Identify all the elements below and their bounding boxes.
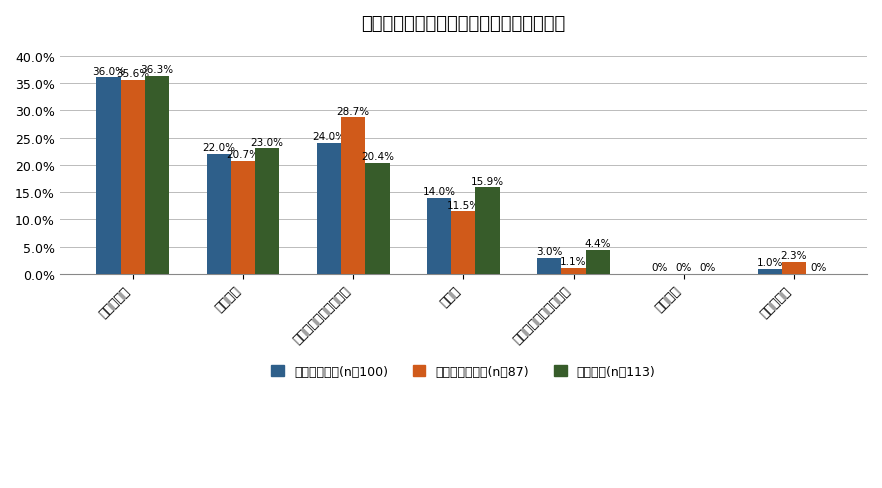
Bar (317, 143, 341, 275)
Bar (475, 188, 500, 275)
Text: 36.0%: 36.0% (92, 67, 125, 77)
Bar (781, 262, 806, 275)
Text: 20.7%: 20.7% (227, 150, 259, 160)
Text: 0%: 0% (676, 263, 692, 273)
Bar (758, 269, 781, 275)
Legend: 持ち家戸建て(n＝100), 持ち家集合住宅(n＝87), 賃貸住宅(n＝113): 持ち家戸建て(n＝100), 持ち家集合住宅(n＝87), 賃貸住宅(n＝113… (272, 365, 655, 378)
Bar (145, 77, 169, 275)
Text: 4.4%: 4.4% (585, 239, 611, 249)
Text: 35.6%: 35.6% (116, 69, 149, 79)
Bar (427, 198, 452, 275)
Bar (586, 250, 610, 275)
Text: 1.1%: 1.1% (560, 257, 587, 267)
Text: 23.0%: 23.0% (250, 138, 284, 147)
Bar (365, 163, 390, 275)
Title: 現在の電気料金についてどう思いますか？: 現在の電気料金についてどう思いますか？ (362, 15, 565, 33)
Bar (452, 212, 475, 275)
Text: 3.0%: 3.0% (536, 246, 563, 257)
Bar (341, 118, 365, 275)
Text: 14.0%: 14.0% (422, 186, 456, 197)
Bar (231, 162, 255, 275)
Text: 20.4%: 20.4% (361, 152, 394, 162)
Bar (537, 258, 562, 275)
Text: 28.7%: 28.7% (337, 106, 370, 117)
Text: 2.3%: 2.3% (781, 250, 807, 260)
Text: 22.0%: 22.0% (202, 143, 235, 153)
Text: 36.3%: 36.3% (140, 65, 174, 75)
Text: 15.9%: 15.9% (471, 176, 505, 186)
Bar (121, 81, 145, 275)
Text: 0%: 0% (651, 263, 668, 273)
Bar (255, 149, 280, 275)
Text: 1.0%: 1.0% (757, 258, 783, 267)
Text: 11.5%: 11.5% (447, 200, 480, 210)
Bar (96, 78, 121, 275)
Text: 0%: 0% (810, 263, 826, 273)
Bar (206, 155, 231, 275)
Text: 0%: 0% (699, 263, 716, 273)
Text: 24.0%: 24.0% (312, 132, 346, 142)
Bar (562, 268, 586, 275)
